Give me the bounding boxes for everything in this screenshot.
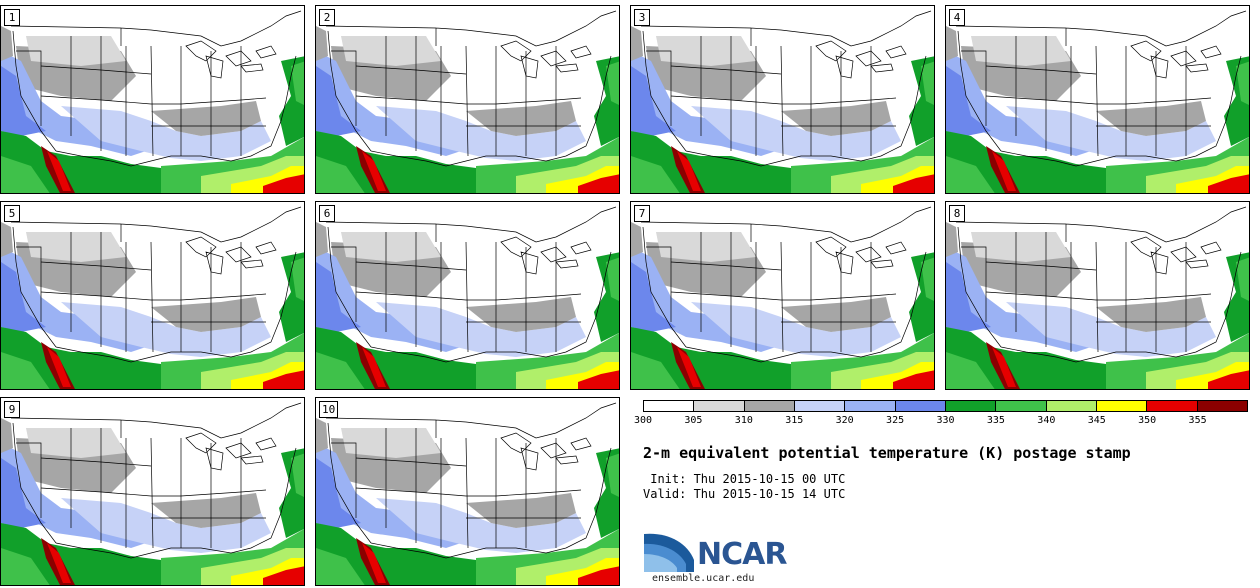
map-graphic xyxy=(946,202,1249,389)
colorbar-segment xyxy=(945,401,997,411)
colorbar-tick-label: 350 xyxy=(1138,415,1157,426)
colorbar-segment xyxy=(694,401,745,411)
colorbar-tick-label: 330 xyxy=(936,415,955,426)
panel-number: 1 xyxy=(4,9,20,26)
map-graphic xyxy=(1,398,304,585)
map-panel-7: 7 xyxy=(630,201,935,390)
map-panel-3: 3 xyxy=(630,5,935,194)
plot-title: 2-m equivalent potential temperature (K)… xyxy=(643,444,1131,462)
map-graphic xyxy=(1,6,304,193)
colorbar-segment xyxy=(996,401,1047,411)
colorbar-segment xyxy=(744,401,795,411)
colorbar-tick-label: 335 xyxy=(986,415,1005,426)
panel-number: 8 xyxy=(949,205,965,222)
map-graphic xyxy=(631,202,934,389)
panel-number: 7 xyxy=(634,205,650,222)
panel-number: 3 xyxy=(634,9,650,26)
map-graphic xyxy=(316,202,619,389)
colorbar-segment xyxy=(845,401,896,411)
map-panel-6: 6 xyxy=(315,201,620,390)
colorbar-labels: 300 305 310 315 320 325 330 335 340 345 350 355 xyxy=(632,415,1260,429)
colorbar-tick-label: 355 xyxy=(1188,415,1207,426)
colorbar-tick-label: 325 xyxy=(886,415,905,426)
colorbar-segment xyxy=(1096,401,1148,411)
colorbar xyxy=(643,400,1248,412)
colorbar-segment xyxy=(1147,401,1198,411)
colorbar-tick-label: 300 xyxy=(633,415,653,426)
map-panel-5: 5 xyxy=(0,201,305,390)
panel-number: 6 xyxy=(319,205,335,222)
init-time: Init: Thu 2015-10-15 00 UTC xyxy=(643,472,846,486)
colorbar-tick-label: 305 xyxy=(684,415,703,426)
panel-number: 5 xyxy=(4,205,20,222)
colorbar-segment xyxy=(895,401,946,411)
map-panel-4: 4 xyxy=(945,5,1250,194)
panel-number: 10 xyxy=(319,401,339,418)
colorbar-tick-label: 340 xyxy=(1037,415,1056,426)
ncar-logo-text: NCAR xyxy=(697,537,787,572)
ncar-logo-icon xyxy=(644,533,694,572)
colorbar-tick-label: 320 xyxy=(835,415,854,426)
panel-number: 9 xyxy=(4,401,20,418)
map-panel-10: 10 xyxy=(315,397,620,586)
map-panel-8: 8 xyxy=(945,201,1250,390)
time-info: Init: Thu 2015-10-15 00 UTC Valid: Thu 2… xyxy=(643,472,845,502)
valid-time: Valid: Thu 2015-10-15 14 UTC xyxy=(643,487,846,501)
map-panel-9: 9 xyxy=(0,397,305,586)
map-graphic xyxy=(1,202,304,389)
colorbar-tick-label: 345 xyxy=(1087,415,1106,426)
colorbar-segment xyxy=(794,401,846,411)
panel-number: 4 xyxy=(949,9,965,26)
colorbar-segment xyxy=(1046,401,1097,411)
colorbar-segment xyxy=(644,401,695,411)
panel-number: 2 xyxy=(319,9,335,26)
colorbar-tick-label: 315 xyxy=(785,415,804,426)
map-graphic xyxy=(316,398,619,585)
colorbar-segment xyxy=(1197,401,1247,411)
site-url: ensemble.ucar.edu xyxy=(652,573,755,584)
map-graphic xyxy=(316,6,619,193)
map-graphic xyxy=(631,6,934,193)
map-panel-1: 1 xyxy=(0,5,305,194)
colorbar-tick-label: 310 xyxy=(734,415,753,426)
map-graphic xyxy=(946,6,1249,193)
map-panel-2: 2 xyxy=(315,5,620,194)
